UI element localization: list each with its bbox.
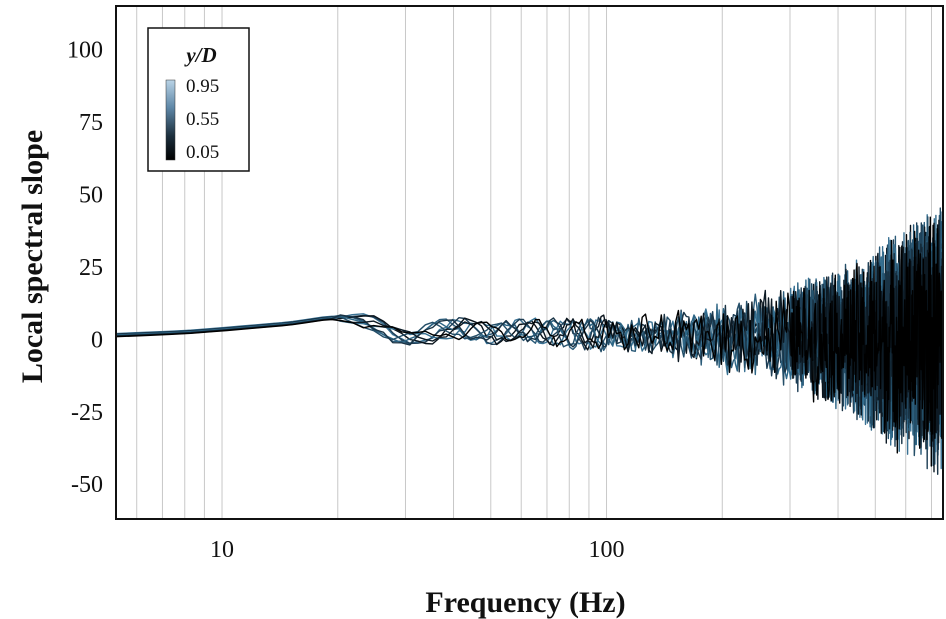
y-tick-label: 75 [79,110,103,136]
y-tick-label: 50 [79,182,103,208]
legend-label: 0.95 [186,76,219,97]
y-tick-label: -25 [71,400,103,426]
x-tick-label: 10 [210,537,234,563]
x-tick-label: 100 [589,537,625,563]
y-tick-label: 100 [67,37,103,63]
legend-label: 0.55 [186,109,219,130]
series-lines [115,207,944,475]
legend: y/D 0.95 0.55 0.05 [147,27,250,172]
x-axis-title: Frequency (Hz) [425,586,625,619]
y-tick-label: 0 [91,327,103,353]
legend-box [147,27,250,172]
grid-lines [136,6,932,519]
legend-title: y/D [183,43,216,67]
series-line [115,216,944,467]
plot-frame [115,5,944,520]
legend-labels: 0.95 0.55 0.05 [186,76,219,163]
y-tick-label: -50 [71,472,103,498]
legend-label: 0.05 [186,142,219,163]
y-axis-title: Local spectral slope [16,130,49,383]
y-tick-label: 25 [79,255,103,281]
legend-colorbar [165,79,176,161]
y-axis-ticks: 100 75 50 25 0 -25 -50 [67,37,103,498]
x-axis-ticks: 10 100 [210,537,625,563]
